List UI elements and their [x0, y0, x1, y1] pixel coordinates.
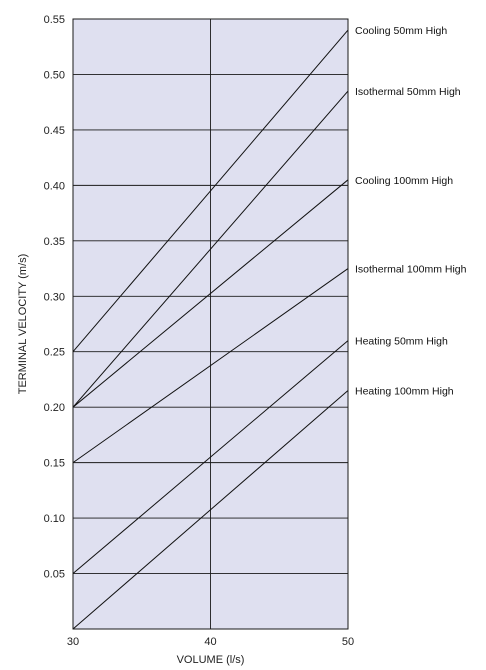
x-tick-label-0: 30 — [67, 636, 79, 648]
series-label-1: Isothermal 50mm High — [355, 86, 461, 98]
series-line-0 — [72, 29, 349, 353]
y-tick-label-9: 0.50 — [44, 69, 65, 81]
y-tick-label-7: 0.40 — [44, 180, 65, 192]
series-lines — [72, 29, 349, 630]
y-tick-label-1: 0.10 — [44, 513, 65, 525]
series-line-5 — [72, 390, 349, 630]
series-label-2: Cooling 100mm High — [355, 175, 453, 187]
y-tick-label-8: 0.45 — [44, 125, 65, 137]
y-tick-label-4: 0.25 — [44, 347, 65, 359]
plot-frame — [72, 18, 349, 630]
series-label-3: Isothermal 100mm High — [355, 264, 467, 276]
series-line-2 — [72, 179, 349, 408]
x-tick-labels: 30 40 50 — [67, 636, 354, 648]
y-tick-labels: 0.05 0.10 0.15 0.20 0.25 0.30 0.35 0.40 0.45 0.50… — [44, 14, 65, 581]
y-axis-title: TERMINAL VELOCITY (m/s) — [17, 254, 29, 395]
y-tick-label-6: 0.35 — [44, 236, 65, 248]
series-label-5: Heating 100mm High — [355, 386, 454, 398]
x-tick-label-1: 40 — [204, 636, 216, 648]
y-tick-label-2: 0.15 — [44, 458, 65, 470]
series-label-0: Cooling 50mm High — [355, 25, 447, 37]
series-line-1 — [72, 90, 349, 408]
series-line-4 — [72, 340, 349, 574]
y-tick-label-0: 0.05 — [44, 569, 65, 581]
y-tick-label-10: 0.55 — [44, 14, 65, 26]
x-tick-label-2: 50 — [342, 636, 354, 648]
series-line-3 — [72, 268, 349, 464]
series-labels: Cooling 50mm High Isothermal 50mm High Coo… — [355, 25, 467, 397]
y-tick-label-5: 0.30 — [44, 291, 65, 303]
y-tick-label-3: 0.20 — [44, 402, 65, 414]
series-label-4: Heating 50mm High — [355, 336, 448, 348]
x-axis-title: VOLUME (l/s) — [177, 654, 245, 666]
